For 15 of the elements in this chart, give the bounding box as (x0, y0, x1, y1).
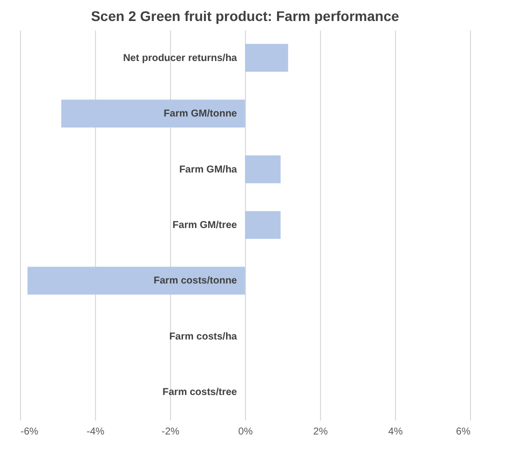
y-tick-label: Farm costs/tonne (154, 276, 238, 287)
y-tick-label: Farm GM/tree (172, 220, 238, 231)
y-tick-label: Farm GM/ha (179, 164, 238, 176)
x-tick-label: 6% (456, 426, 471, 438)
y-tick-label: Farm GM/tonne (164, 108, 238, 120)
x-tick-label: -2% (162, 426, 180, 438)
x-tick-label: -4% (86, 426, 104, 438)
x-tick-label: 0% (238, 426, 253, 438)
chart-title: Scen 2 Green fruit product: Farm performance (90, 8, 400, 24)
x-tick-label: -6% (20, 426, 38, 438)
x-tick-label: 4% (388, 426, 403, 438)
y-tick-label: Net producer returns/ha (123, 52, 238, 64)
y-tick-label: Farm costs/ha (169, 331, 238, 342)
y-tick-label: Farm costs/tree (162, 387, 238, 398)
x-tick-label: 2% (313, 426, 328, 438)
